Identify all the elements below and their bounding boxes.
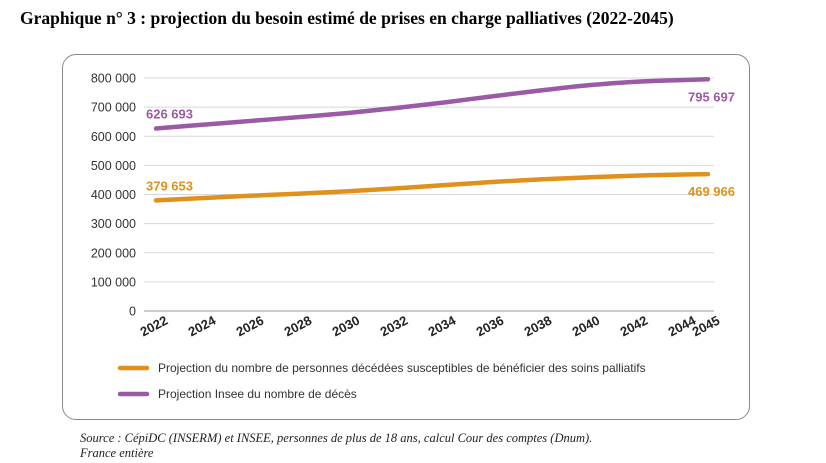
data-label-start: 379 653 bbox=[146, 178, 193, 193]
y-tick-label: 200 000 bbox=[91, 246, 136, 260]
legend-entry: Projection du nombre de personnes décédé… bbox=[158, 361, 646, 375]
x-tick-label: 2030 bbox=[330, 313, 363, 340]
source-note: Source : CépiDC (INSERM) et INSEE, perso… bbox=[80, 431, 780, 461]
chart-frame bbox=[62, 54, 750, 420]
y-tick-label: 500 000 bbox=[91, 159, 136, 173]
legend: Projection du nombre de personnes décédé… bbox=[117, 361, 646, 401]
y-tick-label: 700 000 bbox=[91, 101, 136, 115]
y-tick-label: 100 000 bbox=[91, 275, 136, 289]
x-tick-label: 2034 bbox=[426, 312, 459, 339]
grid bbox=[144, 77, 714, 312]
x-tick-label: 2022 bbox=[138, 313, 171, 340]
y-tick-label: 0 bbox=[129, 305, 136, 319]
series-line bbox=[153, 77, 711, 131]
y-tick-label: 400 000 bbox=[91, 188, 136, 202]
x-tick-label: 2024 bbox=[186, 312, 219, 339]
source-line: Source : CépiDC (INSERM) et INSEE, perso… bbox=[80, 431, 593, 445]
y-tick-label: 300 000 bbox=[91, 217, 136, 231]
x-tick-label: 2028 bbox=[282, 313, 315, 340]
x-tick-label: 2040 bbox=[570, 313, 603, 340]
x-tick-label: 2045 bbox=[690, 313, 723, 340]
y-tick-label: 600 000 bbox=[91, 130, 136, 144]
legend-entry: Projection Insee du nombre de décès bbox=[158, 387, 357, 401]
x-tick-label: 2032 bbox=[378, 313, 411, 340]
data-label-start: 626 693 bbox=[146, 106, 193, 121]
series-line bbox=[153, 171, 711, 203]
chart-title: Graphique n° 3 : projection du besoin es… bbox=[20, 8, 674, 28]
x-tick-label: 2026 bbox=[234, 313, 267, 340]
y-tick-label: 800 000 bbox=[91, 72, 136, 86]
data-labels: 379 653 469 966 626 693 795 697 bbox=[146, 89, 735, 199]
data-label-end: 795 697 bbox=[688, 89, 735, 104]
x-tick-label: 2042 bbox=[618, 313, 651, 340]
x-axis: 2022 2024 2026 2028 2030 2032 2034 2036 2038 2040… bbox=[138, 312, 723, 339]
data-label-end: 469 966 bbox=[688, 184, 735, 199]
x-tick-label: 2036 bbox=[474, 313, 507, 340]
series bbox=[153, 77, 711, 203]
y-axis: 0 100 000 200 000 300 000 400 000 500 000 600 … bbox=[91, 72, 136, 319]
source-scope: France entière bbox=[80, 446, 154, 460]
x-tick-label: 2038 bbox=[522, 313, 555, 340]
